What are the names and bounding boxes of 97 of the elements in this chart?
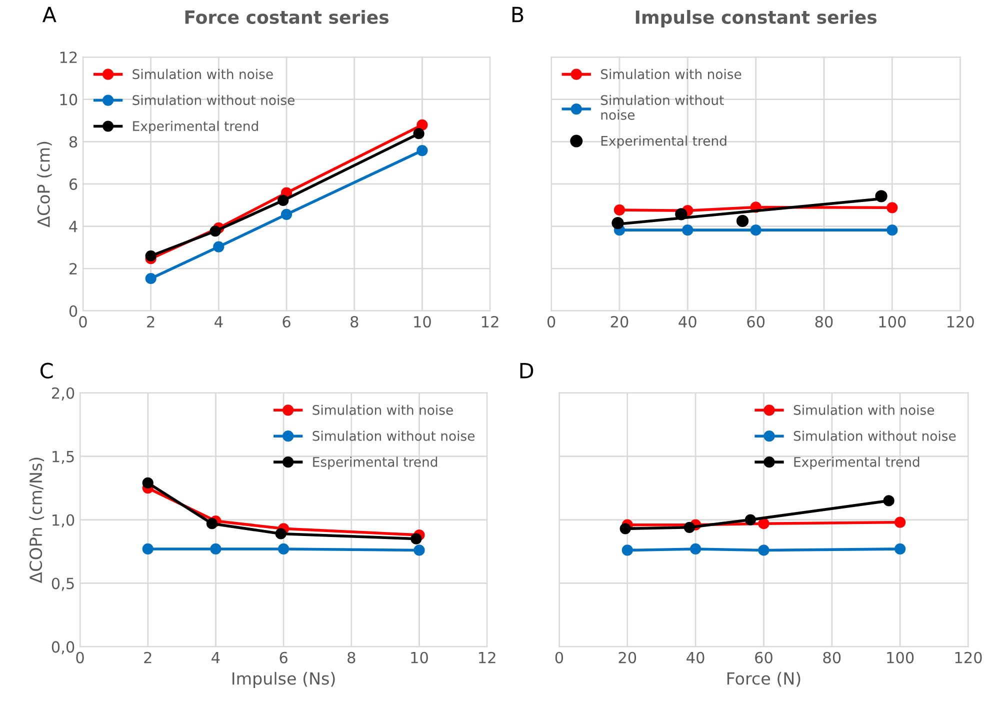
point — [758, 518, 770, 530]
y-tick-label: 2 — [70, 263, 77, 274]
legend-label: Experimental trend — [601, 136, 726, 148]
point — [145, 250, 156, 262]
x-tick-label: 40 — [686, 652, 704, 664]
y-tick-label: 6 — [69, 178, 78, 190]
point — [206, 518, 218, 530]
point — [142, 477, 154, 489]
point — [894, 543, 906, 555]
legend-label: Simulation without noise — [132, 94, 294, 106]
point — [758, 544, 770, 556]
y-tick-label: 1,0 — [52, 514, 74, 528]
x-tick-label: 6 — [282, 316, 290, 328]
x-tick-label: 100 — [879, 316, 906, 328]
point — [614, 204, 626, 216]
point — [684, 522, 695, 533]
point — [883, 495, 894, 506]
text: C — [40, 362, 53, 379]
y-tick-label: 12 — [60, 52, 77, 63]
x-tick-label: 80 — [823, 652, 841, 664]
y-tick-label: 0 — [69, 305, 78, 317]
x-tick-label: 60 — [747, 316, 765, 328]
y-tick-label: 10 — [60, 94, 78, 106]
legend-label: Experimental trend — [794, 456, 920, 470]
x-tick-label: 2 — [144, 652, 152, 664]
x-tick-label: 0 — [555, 652, 564, 664]
point — [622, 544, 633, 556]
x-tick-label: 2 — [147, 316, 154, 328]
legend-label: Simulation with noise — [132, 68, 273, 80]
point — [750, 224, 762, 236]
x-tick-label: 4 — [212, 652, 220, 664]
point — [278, 194, 289, 206]
y-tick-label: 2,0 — [52, 387, 74, 400]
x-tick-label: 60 — [755, 652, 772, 664]
x-tick-label: 20 — [618, 652, 636, 664]
x-tick-label: 0 — [547, 316, 556, 328]
point — [675, 208, 688, 220]
point — [280, 208, 292, 220]
point — [886, 202, 898, 214]
legend-label: Simulation without noise — [312, 430, 475, 441]
text: B — [512, 6, 524, 22]
point — [413, 128, 424, 140]
x-tick-label: 4 — [214, 316, 223, 328]
point — [612, 217, 624, 230]
y-tick-label: 1,5 — [52, 450, 74, 464]
x-tick-label: 120 — [947, 316, 974, 328]
x-tick-label: 0 — [79, 316, 87, 328]
x-tick-label: 100 — [887, 652, 914, 664]
legend-label: Simulation without noise — [600, 94, 724, 120]
point — [894, 516, 906, 528]
point — [416, 119, 428, 130]
x-tick-label: 12 — [479, 652, 496, 664]
point — [142, 543, 154, 555]
y-tick-label: 0,0 — [52, 641, 74, 654]
x-tick-label: 80 — [815, 316, 833, 328]
x-tick-label: 10 — [411, 652, 428, 664]
legend-label: Experimental trend — [133, 120, 258, 134]
x-tick-label: 40 — [678, 316, 696, 328]
x-tick-label: 120 — [955, 652, 982, 664]
y-axis-title: ΔCoP (cm) — [37, 142, 52, 228]
point — [210, 226, 221, 237]
y-axis-title: ΔCOPn (cm/Ns) — [29, 458, 44, 584]
x-tick-label: 20 — [610, 316, 628, 328]
y-tick-label: 8 — [69, 136, 78, 148]
x-tick-label: 10 — [414, 316, 431, 328]
x-tick-label: 6 — [280, 652, 288, 664]
text: A — [42, 6, 56, 22]
chart-title: Force costant series — [185, 10, 388, 24]
point — [620, 523, 631, 534]
x-axis-title: Impulse (Ns) — [232, 672, 335, 688]
legend-label: Simulation with noise — [794, 404, 934, 415]
point — [875, 190, 888, 202]
y-tick-label: 0,5 — [52, 578, 74, 591]
point — [886, 224, 898, 236]
point — [210, 543, 222, 555]
chart-title: Impulse constant series — [636, 10, 877, 28]
point — [736, 214, 749, 228]
x-tick-label: 12 — [482, 316, 498, 328]
point — [416, 144, 428, 156]
legend-label: Simulation with noise — [312, 404, 453, 415]
point — [278, 543, 290, 555]
point — [414, 544, 425, 556]
point — [744, 514, 756, 526]
legend-label: Esperimental trend — [313, 456, 438, 470]
point — [682, 224, 694, 236]
point — [690, 543, 702, 555]
x-tick-label: 8 — [348, 652, 356, 664]
legend-label: Simulation without noise — [794, 430, 956, 441]
x-axis-title: Force (N) — [727, 672, 800, 687]
point — [145, 272, 156, 284]
point — [213, 241, 224, 252]
text: D — [520, 363, 534, 378]
y-tick-label: 4 — [69, 220, 78, 232]
point — [410, 533, 422, 544]
legend-label: Simulation with noise — [600, 68, 742, 80]
x-tick-label: 8 — [350, 316, 358, 328]
point — [275, 528, 286, 540]
